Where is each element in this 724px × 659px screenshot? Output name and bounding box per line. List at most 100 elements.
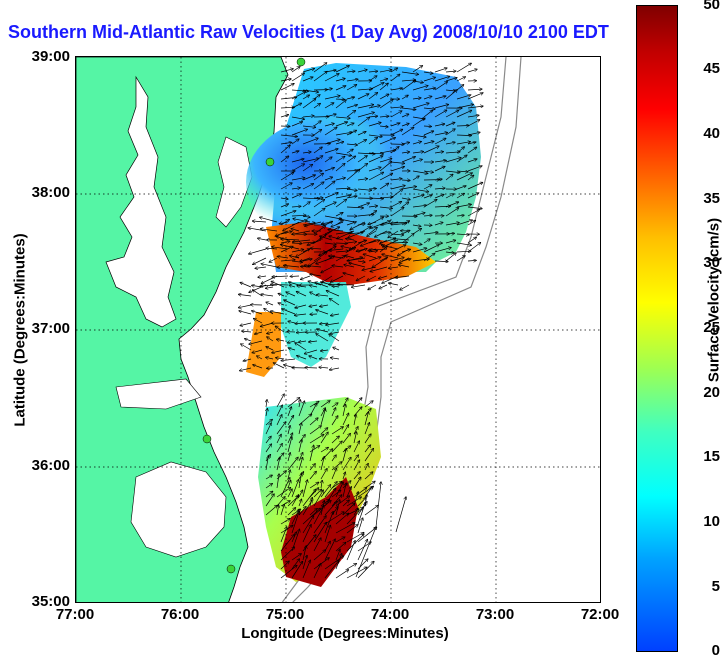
velocity-arrow [379,99,393,109]
velocity-arrow [379,183,389,190]
velocity-arrow [434,133,447,136]
velocity-arrow [353,455,358,462]
velocity-arrow [456,215,464,216]
velocity-arrow [375,482,381,528]
velocity-arrow [245,339,252,342]
velocity-arrow [456,234,469,235]
velocity-arrow [364,481,375,489]
velocity-arrow [445,90,457,100]
velocity-arrow [456,193,464,199]
velocity-arrow [242,331,252,332]
velocity-arrow [302,556,307,570]
velocity-arrow [276,415,282,426]
velocity-arrow [346,123,354,127]
velocity-arrow [266,287,274,288]
velocity-arrow [276,405,282,417]
velocity-arrow [382,254,399,259]
velocity-arrow [342,434,350,444]
velocity-arrow [445,202,459,208]
velocity-arrow [353,415,356,426]
colorbar-tick: 25 [703,319,720,336]
velocity-arrow [390,68,397,73]
velocity-arrow [276,394,284,408]
velocity-arrow [265,494,274,507]
velocity-arrow [240,322,252,326]
velocity-arrow [309,472,316,480]
velocity-arrow [276,488,291,498]
velocity-arrow [302,216,310,217]
velocity-arrow [412,176,419,181]
velocity-arrow [266,357,274,359]
velocity-arrow [456,173,472,181]
velocity-arrow [287,407,291,417]
velocity-arrow [321,350,329,351]
velocity-arrow [367,230,377,236]
velocity-arrow [299,341,307,342]
velocity-arrow [379,197,393,198]
velocity-arrow [282,309,296,315]
velocity-arrow [324,539,335,561]
velocity-arrow [331,358,340,359]
velocity-arrow [280,84,294,91]
velocity-arrow [286,292,296,297]
velocity-arrow [353,488,367,498]
velocity-arrow [335,86,346,91]
velocity-arrow [390,208,404,217]
velocity-arrow [434,96,446,100]
velocity-arrow [456,95,471,100]
velocity-arrow [434,105,448,109]
velocity-arrow [275,326,285,333]
velocity-arrow [368,172,383,181]
velocity-arrow [434,222,443,226]
velocity-arrow [243,359,252,361]
velocity-arrow [315,282,329,288]
velocity-arrow [302,500,312,516]
velocity-arrow [434,167,445,172]
velocity-arrow [324,502,337,516]
velocity-arrow [412,118,425,127]
velocity-arrow [357,153,375,154]
velocity-arrow [316,334,329,342]
velocity-arrow [261,294,274,296]
velocity-arrow [467,115,479,117]
velocity-arrow [389,283,399,285]
velocity-arrow [467,220,476,226]
velocity-arrow [412,195,424,199]
velocity-arrow [280,519,290,525]
velocity-arrow [271,311,285,315]
velocity-arrow [293,219,311,223]
velocity-arrow [379,257,388,262]
velocity-arrow [395,276,410,278]
velocity-arrow [331,455,336,462]
velocity-arrow [324,103,334,109]
velocity-arrow [467,159,477,163]
velocity-arrow [434,188,445,189]
velocity-arrow [291,215,306,216]
velocity-arrow [239,311,252,315]
velocity-arrow [291,90,308,91]
velocity-arrow [379,138,395,145]
velocity-arrow [357,140,366,145]
velocity-arrow [390,123,400,127]
velocity-arrow [368,189,376,190]
velocity-arrow [364,464,368,471]
velocity-arrow [423,232,438,234]
velocity-arrow [467,175,474,181]
velocity-arrow [300,257,311,261]
velocity-arrow [272,349,285,353]
velocity-arrow [423,245,439,253]
map-svg [76,57,600,602]
velocity-arrow [347,257,366,261]
velocity-arrow [258,276,267,277]
velocity-arrow [313,173,323,181]
velocity-arrow [423,185,432,190]
velocity-arrow [390,179,402,180]
velocity-arrow [364,472,373,480]
velocity-arrow [379,126,388,127]
velocity-arrow [412,98,421,99]
velocity-arrow [313,72,327,82]
velocity-arrow [467,243,481,253]
velocity-arrow [412,159,422,163]
map-plot-area[interactable] [75,56,601,603]
velocity-arrow [335,482,343,498]
